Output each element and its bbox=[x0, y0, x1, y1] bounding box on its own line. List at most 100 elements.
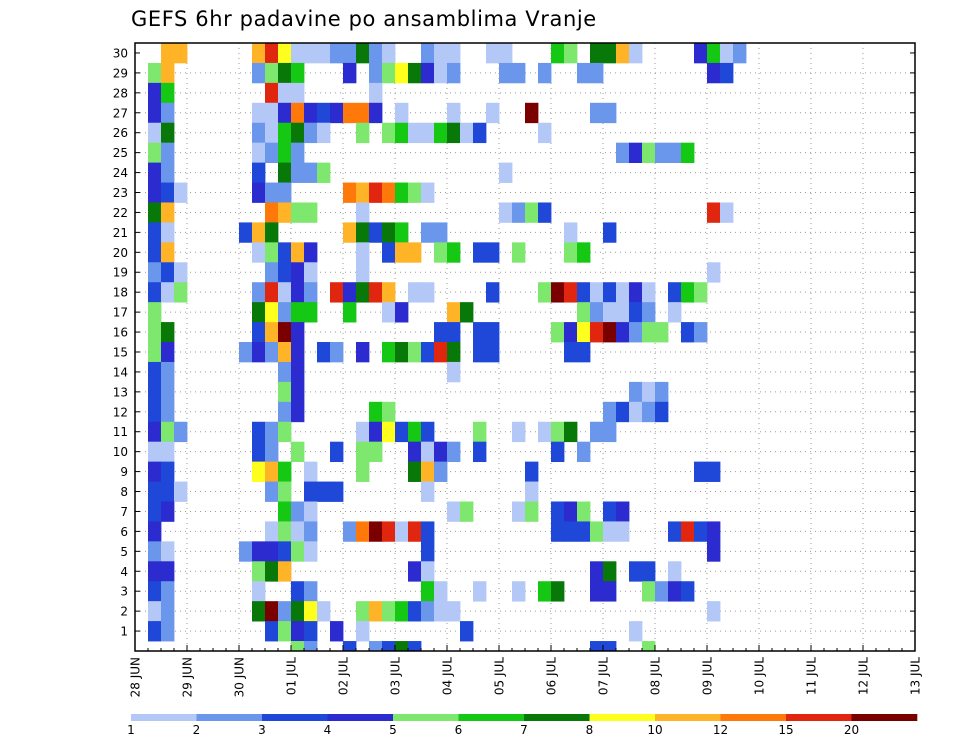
heatmap-cell bbox=[356, 601, 370, 622]
heatmap-cell bbox=[538, 282, 552, 303]
heatmap-cell bbox=[174, 421, 188, 443]
heatmap-cell bbox=[551, 322, 565, 343]
heatmap-cell bbox=[473, 122, 487, 144]
heatmap-cell bbox=[161, 282, 175, 303]
heatmap-cell bbox=[681, 142, 695, 164]
heatmap-cell bbox=[161, 43, 175, 64]
heatmap-cell bbox=[252, 43, 266, 64]
heatmap-cell bbox=[356, 282, 370, 303]
heatmap-cell bbox=[720, 202, 734, 223]
heatmap-cell bbox=[655, 401, 669, 423]
heatmap-cell bbox=[395, 102, 409, 124]
heatmap-cell bbox=[239, 222, 253, 243]
heatmap-cell bbox=[551, 581, 565, 602]
y-tick-label: 11 bbox=[113, 425, 128, 439]
heatmap-cell bbox=[421, 541, 435, 562]
y-tick-label: 16 bbox=[113, 326, 128, 340]
heatmap-cell bbox=[265, 202, 279, 223]
heatmap-cell bbox=[564, 342, 578, 363]
heatmap-cell bbox=[239, 541, 253, 562]
heatmap-cell bbox=[278, 561, 292, 582]
color-legend: 1 2 3 4 5 6 7 8 10 12 15 20 bbox=[127, 714, 918, 737]
legend-label: 8 bbox=[586, 723, 594, 737]
y-tick-label: 24 bbox=[113, 166, 128, 180]
legend-swatch bbox=[655, 714, 721, 721]
heatmap-cell bbox=[382, 401, 396, 423]
heatmap-cell bbox=[434, 441, 448, 463]
heatmap-cell bbox=[174, 182, 188, 203]
heatmap-cell bbox=[512, 202, 526, 223]
heatmap-cell bbox=[356, 182, 370, 203]
heatmap-cell bbox=[291, 441, 305, 463]
heatmap-cell bbox=[382, 62, 396, 84]
heatmap-cell bbox=[317, 122, 331, 144]
heatmap-cell bbox=[278, 481, 292, 502]
heatmap-cell bbox=[278, 621, 292, 642]
heatmap-cell bbox=[382, 421, 396, 443]
legend-swatch bbox=[524, 714, 590, 721]
heatmap-cell bbox=[369, 102, 383, 124]
y-tick-label: 9 bbox=[120, 465, 128, 479]
heatmap-cell bbox=[629, 302, 643, 323]
legend-swatch bbox=[458, 714, 525, 721]
heatmap-cell bbox=[642, 641, 656, 652]
heatmap-cell bbox=[291, 521, 305, 542]
heatmap-cell bbox=[460, 501, 474, 522]
heatmap-cell bbox=[564, 421, 578, 443]
heatmap-cell bbox=[369, 82, 383, 104]
heatmap-cell bbox=[161, 601, 175, 622]
x-tick-label: 05 JUL bbox=[493, 657, 507, 695]
heatmap-cell bbox=[161, 62, 175, 84]
heatmap-cell bbox=[304, 202, 318, 223]
heatmap-cell bbox=[291, 122, 305, 144]
heatmap-cell bbox=[174, 43, 188, 64]
heatmap-cell bbox=[382, 342, 396, 363]
y-tick-label: 21 bbox=[113, 226, 128, 240]
heatmap-cell bbox=[590, 581, 604, 602]
y-tick-label: 6 bbox=[120, 525, 128, 539]
heatmap-cell bbox=[161, 421, 175, 443]
heatmap-cell bbox=[434, 322, 448, 343]
y-tick-label: 23 bbox=[113, 186, 128, 200]
legend-label: 1 bbox=[127, 723, 135, 737]
y-tick-label: 12 bbox=[113, 405, 128, 419]
heatmap-cell bbox=[603, 302, 617, 323]
heatmap-cell bbox=[421, 521, 435, 542]
heatmap-cell bbox=[434, 601, 448, 622]
heatmap-cell bbox=[278, 421, 292, 443]
y-tick-label: 14 bbox=[113, 365, 128, 379]
heatmap-cell bbox=[148, 361, 162, 383]
heatmap-cell bbox=[408, 461, 422, 482]
heatmap-cell bbox=[694, 322, 708, 343]
x-tick-label: 12 JUL bbox=[857, 657, 871, 695]
heatmap-cell bbox=[291, 262, 305, 283]
heatmap-cell bbox=[356, 262, 370, 283]
heatmap-cell bbox=[707, 521, 721, 542]
heatmap-cell bbox=[239, 342, 253, 363]
heatmap-cell bbox=[330, 43, 344, 64]
heatmap-cell bbox=[148, 401, 162, 423]
heatmap-cell bbox=[369, 421, 383, 443]
heatmap-cell bbox=[655, 581, 669, 602]
heatmap-cell bbox=[629, 621, 643, 642]
heatmap-cell bbox=[629, 381, 643, 403]
heatmap-cell bbox=[577, 441, 591, 463]
heatmap-cell bbox=[265, 222, 279, 243]
heatmap-cell bbox=[629, 401, 643, 423]
heatmap-cell bbox=[174, 282, 188, 303]
x-tick-label: 03 JUL bbox=[389, 657, 403, 695]
heatmap-cell bbox=[538, 122, 552, 144]
heatmap-cell bbox=[447, 302, 461, 323]
heatmap-cell bbox=[395, 601, 409, 622]
heatmap-cell bbox=[681, 282, 695, 303]
heatmap-cell bbox=[408, 122, 422, 144]
heatmap-cell bbox=[629, 43, 643, 64]
heatmap-cell bbox=[148, 62, 162, 84]
heatmap-cell bbox=[161, 322, 175, 343]
heatmap-cell bbox=[148, 282, 162, 303]
heatmap-cell bbox=[291, 302, 305, 323]
legend-label: 20 bbox=[844, 723, 859, 737]
heatmap-cell bbox=[525, 501, 539, 522]
heatmap-cell bbox=[369, 441, 383, 463]
heatmap-cell bbox=[148, 621, 162, 642]
